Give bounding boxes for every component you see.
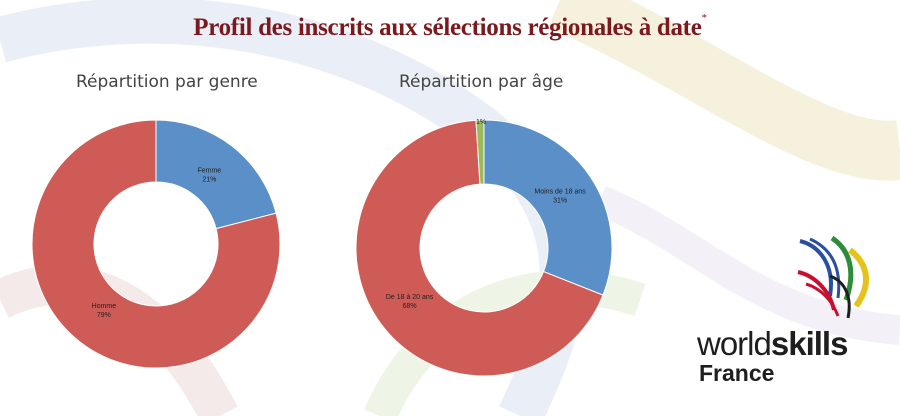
slice-label-0: Femme — [197, 167, 221, 174]
chart-title-gender: Répartition par genre — [76, 72, 258, 92]
slice-label-0: Moins de 18 ans — [534, 188, 586, 195]
slice-label-1: Homme — [92, 303, 117, 310]
slice-femme — [155, 119, 277, 230]
logo-wordmark: worldskills — [697, 325, 848, 362]
slice-value-1: 79% — [97, 312, 111, 319]
worldskills-logo-icon — [797, 236, 870, 319]
logo-country: France — [699, 360, 775, 386]
slice-moins-de-18-ans — [483, 119, 613, 296]
chart-title-age: Répartition par âge — [399, 72, 564, 92]
donut-chart-gender: Femme 21% Homme 79% — [31, 119, 281, 369]
page-title: Profil des inscrits aux sélections régio… — [193, 12, 707, 41]
slice-value-0: 31% — [553, 197, 567, 204]
slice-label-1: De 18 à 20 ans — [386, 294, 434, 301]
slice-value-2: 1% — [476, 119, 486, 126]
slice-value-0: 21% — [202, 176, 216, 183]
slice-value-1: 68% — [403, 303, 417, 310]
slice-de-18-20-ans — [355, 119, 604, 377]
slice-plus-de-20-ans — [475, 119, 485, 185]
slice-homme — [31, 119, 281, 369]
